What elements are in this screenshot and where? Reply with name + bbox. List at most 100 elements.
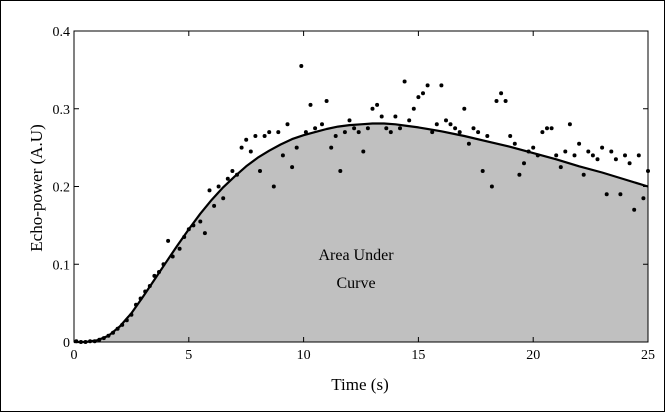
data-point (604, 192, 609, 197)
data-point (147, 284, 152, 288)
data-point (393, 114, 398, 119)
data-point (499, 91, 504, 96)
data-point (618, 192, 623, 197)
data-point (248, 149, 253, 154)
data-point (186, 227, 191, 232)
data-point (641, 196, 646, 201)
data-point (202, 231, 207, 236)
data-point (225, 176, 230, 181)
x-tick-label: 5 (185, 348, 192, 363)
data-point (522, 161, 526, 166)
data-point (636, 153, 641, 158)
data-point (120, 322, 125, 327)
data-point (577, 141, 582, 146)
data-point (466, 141, 471, 146)
y-axis-label: Echo-power (A.U) (27, 124, 46, 251)
data-point (444, 118, 448, 123)
x-tick-label: 15 (411, 348, 425, 363)
data-point (329, 145, 334, 150)
data-point (198, 219, 203, 224)
data-point (627, 161, 632, 166)
data-point (517, 172, 522, 177)
data-point (92, 339, 97, 344)
data-point (276, 130, 281, 135)
data-point (157, 270, 161, 274)
data-point (212, 203, 217, 208)
data-point (457, 130, 462, 135)
y-tick-label: 0.4 (53, 25, 71, 40)
data-point (333, 134, 338, 138)
data-point (338, 169, 343, 173)
data-point (485, 134, 490, 138)
data-point (375, 102, 380, 107)
data-point (262, 134, 267, 138)
data-point (407, 118, 412, 123)
data-point (434, 122, 439, 127)
data-point (170, 254, 175, 259)
data-point (166, 238, 171, 243)
data-point (540, 130, 545, 135)
data-point (347, 118, 352, 123)
data-point (646, 169, 650, 173)
data-point (402, 79, 407, 84)
data-point (503, 99, 508, 103)
annotation-line-1: Area Under (318, 247, 394, 264)
data-point (258, 169, 262, 173)
data-point (480, 169, 485, 173)
y-tick-label: 0.3 (53, 103, 71, 118)
data-point (545, 126, 549, 131)
plot-area: 0 5 10 15 20 25 0 0.1 0.2 0.3 0.4 (53, 25, 656, 363)
data-point (124, 318, 129, 323)
data-point (129, 312, 134, 317)
area-under-curve (74, 123, 648, 342)
data-point (586, 149, 591, 154)
data-point (101, 336, 106, 341)
data-point (563, 149, 568, 154)
data-point (303, 130, 308, 135)
data-point (416, 95, 421, 100)
data-point (267, 130, 272, 135)
data-point (320, 122, 324, 127)
data-point (97, 337, 102, 342)
data-point (356, 130, 361, 135)
data-point (439, 83, 444, 88)
y-tick-label: 0 (63, 336, 70, 351)
data-point (111, 330, 115, 335)
data-point (471, 126, 476, 131)
data-point (143, 289, 148, 294)
data-point (152, 273, 157, 278)
data-point (365, 126, 370, 131)
data-point (430, 130, 435, 135)
data-point (554, 153, 559, 158)
data-point (74, 339, 79, 344)
data-point (613, 157, 618, 162)
data-point (384, 126, 389, 131)
data-point (253, 134, 258, 138)
data-point (572, 153, 577, 158)
x-tick-label: 25 (641, 348, 655, 363)
data-point (207, 188, 212, 193)
x-tick-label: 10 (297, 348, 311, 363)
data-point (632, 207, 637, 212)
data-point (235, 172, 239, 177)
data-point (134, 302, 138, 307)
data-point (453, 126, 458, 131)
data-point (508, 134, 513, 138)
data-point (421, 91, 425, 96)
data-point (138, 296, 143, 301)
data-point (239, 145, 244, 150)
data-point (425, 83, 430, 88)
data-point (106, 333, 111, 338)
data-point (285, 122, 290, 127)
data-point (549, 126, 554, 131)
data-point (370, 106, 375, 111)
data-point (308, 102, 313, 107)
data-point (462, 106, 467, 111)
data-point (342, 130, 347, 135)
data-point (88, 339, 93, 344)
data-point (361, 149, 366, 154)
data-point (558, 165, 563, 170)
data-point (177, 246, 182, 251)
data-point (512, 141, 517, 146)
